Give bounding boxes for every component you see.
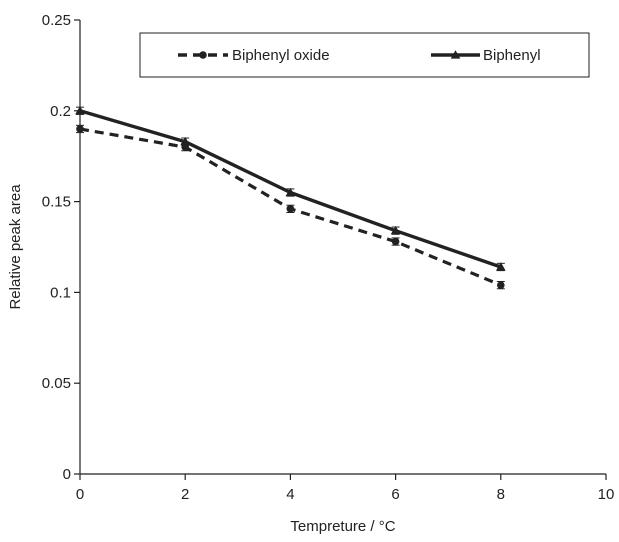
y-tick-label: 0: [63, 466, 71, 483]
y-tick-label: 0.25: [42, 12, 71, 29]
x-tick-label: 10: [598, 486, 615, 503]
data-point: [286, 205, 295, 213]
y-tick-label: 0.1: [50, 284, 71, 301]
axes: 0 0.05 0.1 0.15 0.2 0.25 0 2 4 6 8 10: [42, 12, 615, 503]
x-tick-label: 4: [286, 486, 294, 503]
x-axis-title: Tempreture / °C: [290, 518, 395, 535]
data-point: [497, 281, 505, 289]
data-point: [76, 125, 84, 133]
legend-item-1: Biphenyl oxide: [178, 47, 330, 64]
legend-item-2: Biphenyl: [431, 47, 541, 64]
x-tick-label: 6: [391, 486, 399, 503]
y-tick-label: 0.15: [42, 194, 71, 211]
legend-label: Biphenyl oxide: [232, 47, 330, 64]
data-point: [285, 187, 296, 197]
series-1: [76, 124, 505, 290]
y-tick-label: 0.2: [50, 103, 71, 120]
legend: Biphenyl oxide Biphenyl: [139, 32, 590, 78]
data-point: [391, 237, 400, 246]
x-tick-label: 2: [181, 486, 189, 503]
legend-label: Biphenyl: [483, 47, 541, 64]
y-tick-label: 0.05: [42, 375, 71, 392]
legend-marker: [450, 50, 461, 59]
data-point: [75, 106, 85, 115]
y-axis-title: Relative peak area: [7, 184, 24, 310]
x-tick-label: 8: [497, 486, 505, 503]
series-2: [75, 106, 506, 272]
data-point: [496, 262, 506, 271]
data-point: [390, 225, 401, 235]
data-point: [180, 136, 190, 146]
series-layer: [75, 106, 506, 290]
legend-marker: [199, 51, 207, 59]
x-tick-label: 0: [76, 486, 84, 503]
